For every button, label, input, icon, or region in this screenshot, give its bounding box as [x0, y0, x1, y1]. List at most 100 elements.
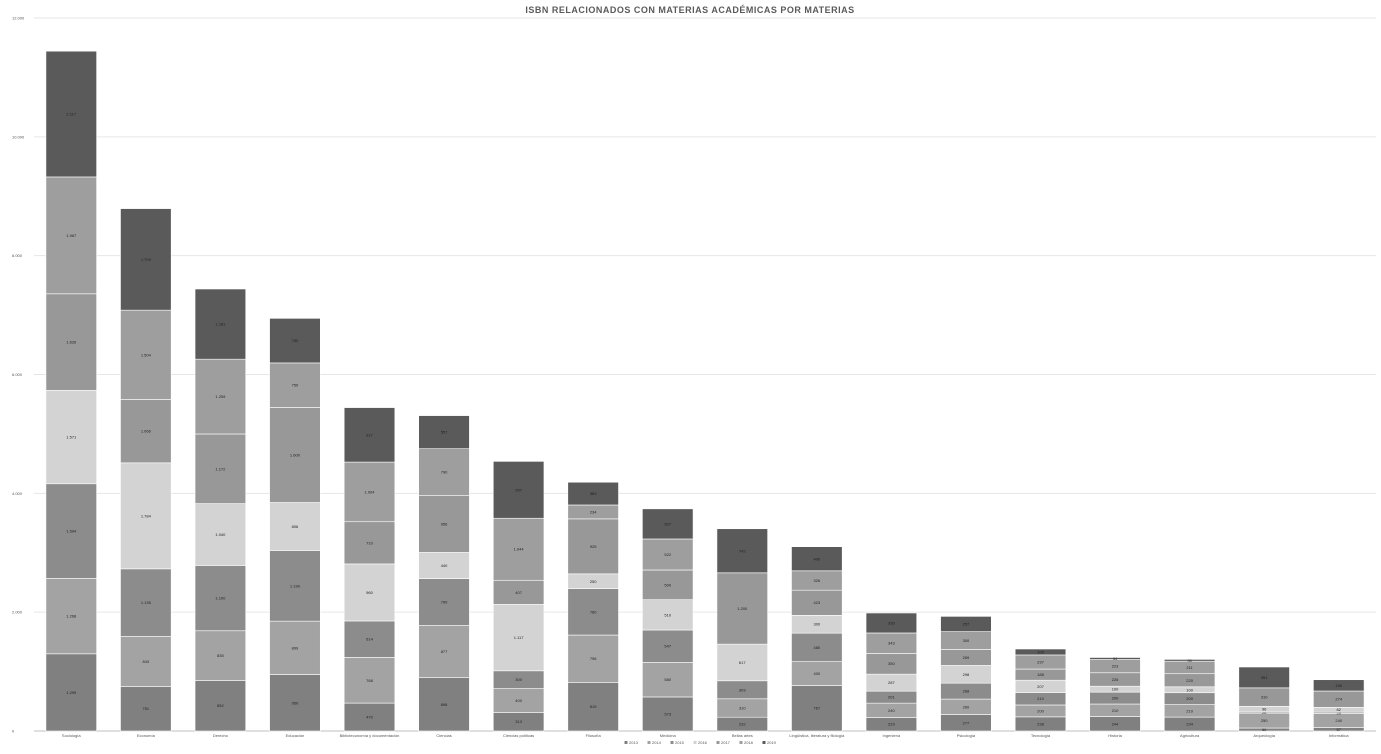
data-label: 300: [963, 638, 970, 643]
bar-segment: [45, 653, 97, 732]
legend-swatch: [624, 741, 628, 744]
bar-segment: [120, 686, 172, 732]
bar-stack: 767 400 480 300 423 326 406: [791, 546, 843, 732]
y-tick-label: 4.000: [12, 491, 23, 496]
data-label: 210: [1112, 708, 1119, 713]
data-label: 796: [590, 656, 597, 661]
data-label: 200: [1186, 696, 1193, 701]
data-label: 547: [664, 644, 671, 649]
data-label: 57: [1336, 727, 1341, 732]
bar-stack: 470 768 614 960 710 1.004 917: [343, 407, 396, 732]
data-label: 400: [515, 698, 522, 703]
bars: 1.299 1.268 1.594 1.571 1.626 1.967 2.117 751 84…: [45, 50, 1365, 732]
category-label: Economía: [137, 733, 156, 738]
bar-segment: [418, 578, 470, 626]
bar-segment: [567, 481, 619, 506]
legend-label: 2013: [629, 740, 639, 745]
data-label: 500: [664, 582, 671, 587]
bar-segment: [45, 483, 97, 579]
data-label: 343: [888, 641, 895, 646]
data-label: 326: [813, 578, 820, 583]
bar-stack: 234 210 200 100 220 211 30: [1163, 658, 1216, 732]
data-label: 188: [1037, 672, 1044, 677]
data-label: 207: [1037, 684, 1044, 689]
bar-segment: [45, 176, 97, 295]
bar-segment: [418, 495, 470, 553]
data-label: 226: [1112, 677, 1119, 682]
bar-segment: [120, 635, 172, 687]
data-label: 274: [1335, 697, 1342, 702]
bar-stack: 1.299 1.268 1.594 1.571 1.626 1.967 2.117: [45, 50, 97, 732]
bar-segment: [194, 565, 247, 632]
data-label: 617: [739, 660, 746, 665]
bar-segment: [642, 696, 694, 732]
data-label: 835: [217, 653, 224, 658]
data-label: 336: [888, 620, 895, 625]
data-label: 751: [142, 706, 149, 711]
legend-label: 2019: [767, 740, 777, 745]
bar-segment: [567, 518, 619, 575]
bar-stack: 277 260 268 298 269 300 257: [940, 616, 992, 732]
bar-segment: [194, 358, 247, 435]
legend-label: 2015: [675, 740, 685, 745]
data-label: 268: [963, 689, 970, 694]
data-label: 238: [1037, 721, 1044, 726]
legend-swatch: [716, 741, 720, 744]
data-label: 898: [441, 702, 448, 707]
bar-segment: [120, 399, 172, 464]
category-label: Derecho: [213, 733, 229, 738]
data-label: 1.594: [66, 529, 77, 534]
legend: 2013 2014 2015 2016 2017 2018 2019: [624, 740, 777, 745]
category-label: Bellas artes: [732, 733, 753, 738]
bar-stack: 313 400 300 1.117 407 1.044 957: [492, 461, 545, 732]
data-label: 237: [1037, 659, 1044, 664]
data-label: 232: [739, 722, 746, 727]
bar-stack: 751 843 1.135 1.784 1.066 1.504 1.709: [120, 208, 172, 732]
category-label: Ciencias políticas: [503, 733, 534, 738]
legend-swatch: [762, 741, 766, 744]
data-label: 34: [1113, 656, 1118, 661]
bar-segment: [194, 288, 247, 360]
bar-segment: [45, 293, 97, 391]
legend-swatch: [693, 741, 697, 744]
data-label: 1.626: [66, 340, 77, 345]
bar-segment: [940, 616, 992, 632]
y-tick-label: 12.000: [12, 16, 25, 21]
data-label: 852: [217, 703, 224, 708]
data-label: 229: [888, 722, 895, 727]
data-label: 790: [441, 470, 448, 475]
data-label: 1.299: [66, 690, 77, 695]
data-label: 1.600: [290, 453, 301, 458]
data-label: 210: [1037, 696, 1044, 701]
data-label: 310: [1261, 695, 1268, 700]
bar-segment: [642, 569, 694, 600]
bar-segment: [791, 685, 843, 732]
bar-segment: [1014, 648, 1067, 656]
data-label: 223: [1112, 664, 1119, 669]
data-label: 843: [142, 659, 149, 664]
data-label: 300: [515, 677, 522, 682]
data-label: 190: [1335, 683, 1342, 688]
bar-segment: [567, 682, 619, 732]
category-label: Educación: [286, 733, 305, 738]
bar-segment: [418, 625, 470, 678]
bar-stack: 852 835 1.100 1.040 1.172 1.259 1.181: [194, 288, 247, 732]
data-label: 899: [292, 645, 299, 650]
y-tick-label: 6.000: [12, 372, 23, 377]
bar-segment: [492, 579, 545, 605]
legend-label: 2016: [698, 740, 708, 745]
bar-segment: [45, 390, 97, 485]
bar-segment: [418, 415, 470, 450]
bar-segment: [343, 657, 396, 704]
bar-segment: [194, 503, 247, 566]
category-label: Psicología: [957, 733, 976, 738]
bar-segment: [194, 680, 247, 732]
data-label: 510: [664, 612, 671, 617]
data-label: 350: [888, 661, 895, 666]
data-label: 211: [1186, 665, 1193, 670]
category-label: Biblioteconomía y documentación: [340, 733, 400, 738]
data-label: 1.135: [141, 600, 152, 605]
data-label: 806: [292, 524, 299, 529]
data-label: 220: [1186, 678, 1193, 683]
